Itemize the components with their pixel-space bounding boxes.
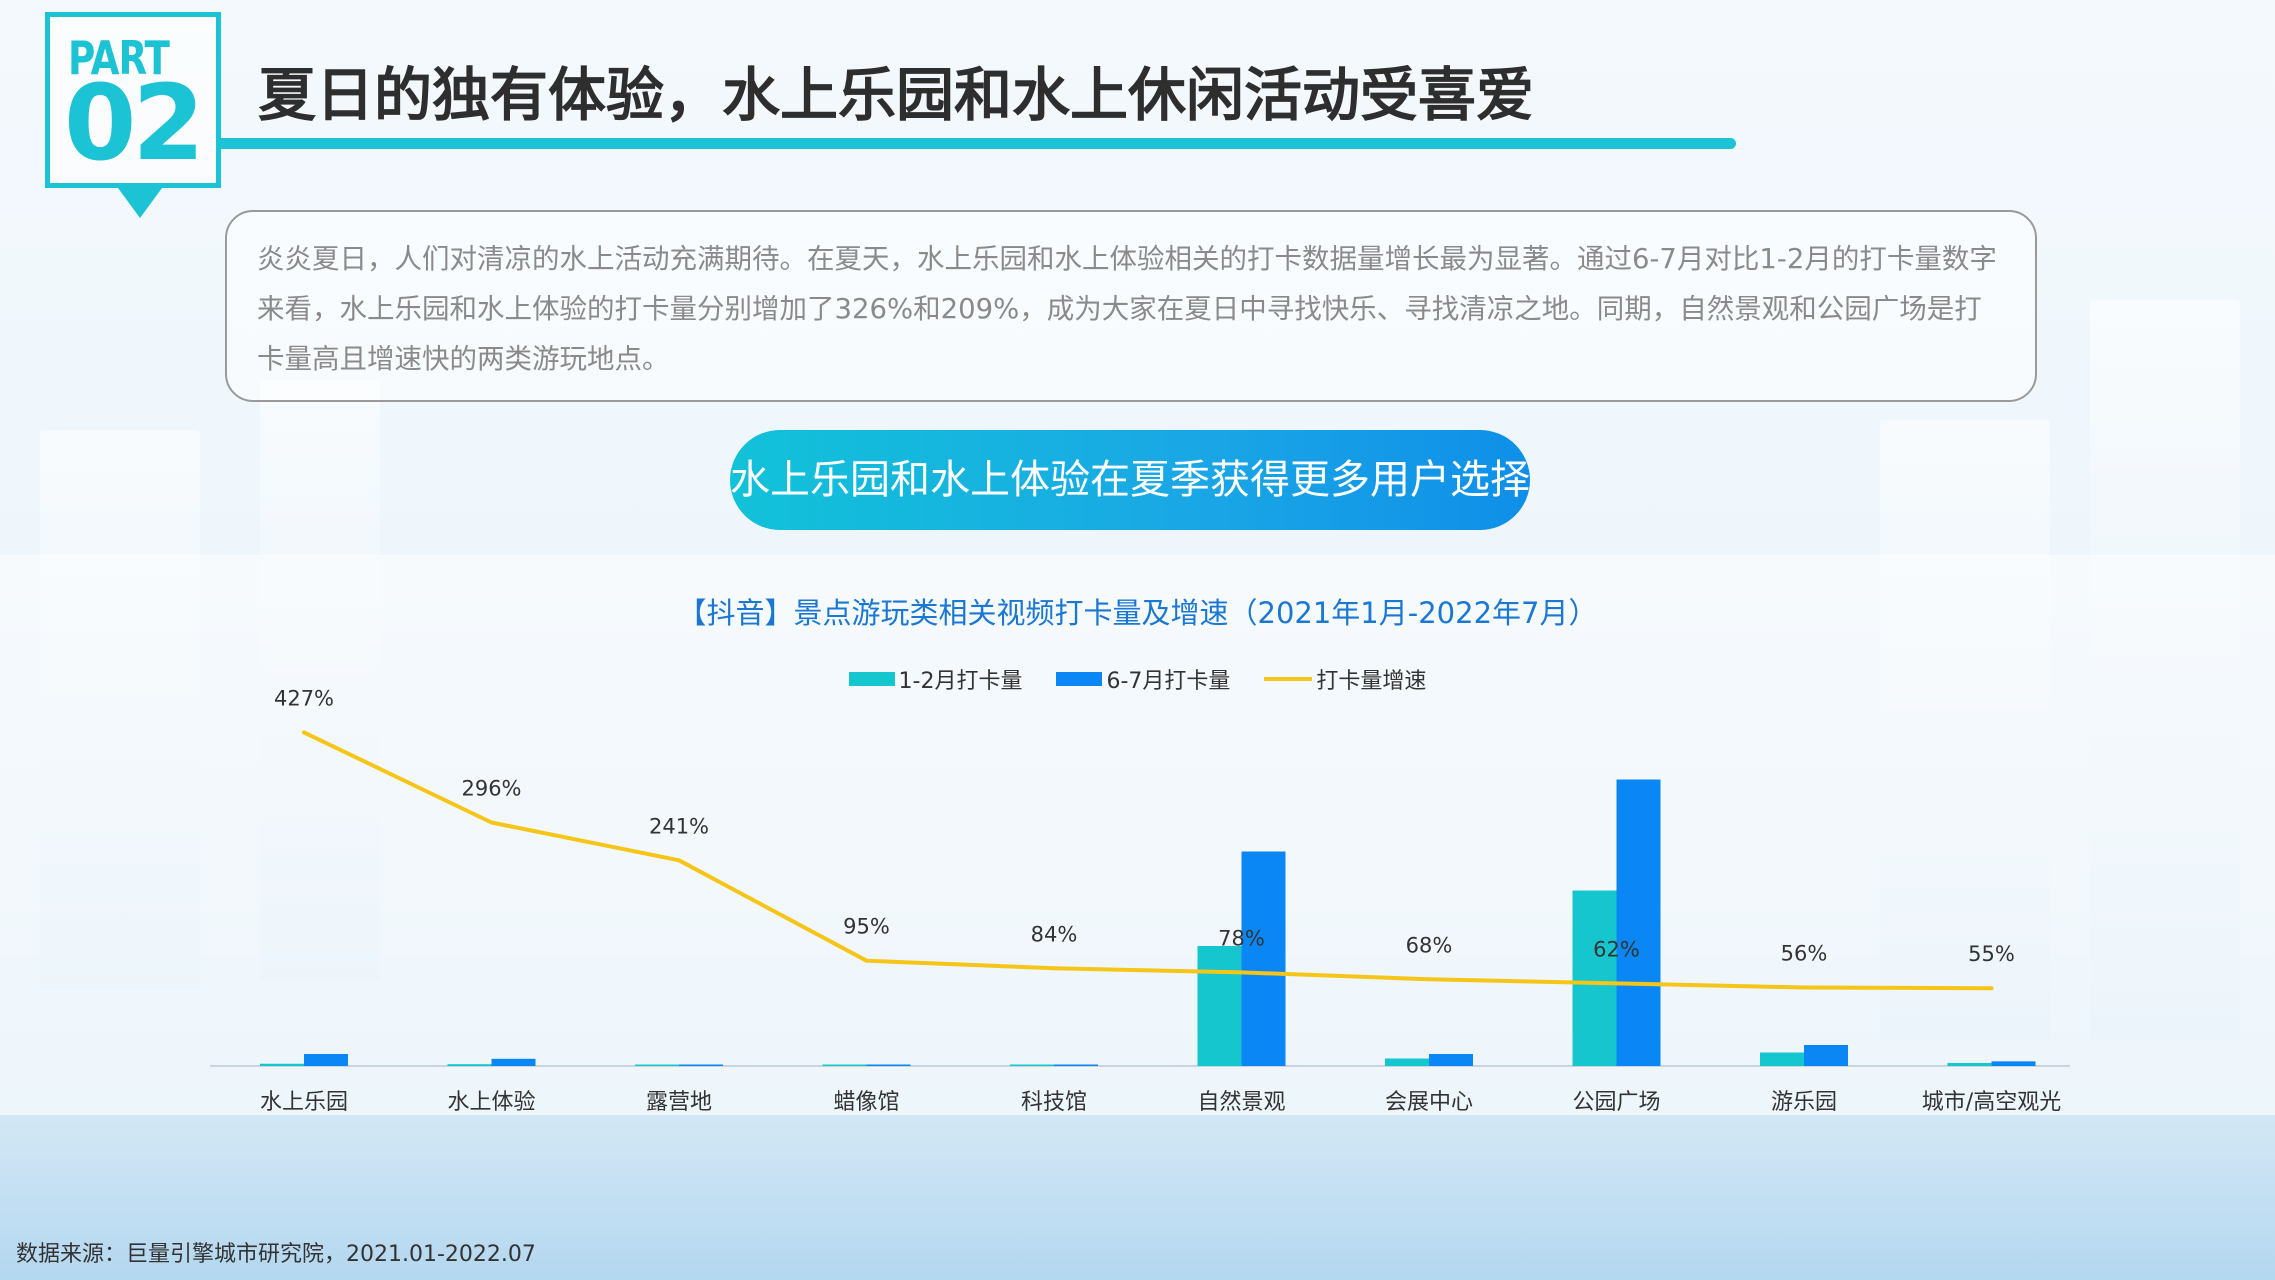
- page-title: 夏日的独有体验，水上乐园和水上休闲活动受喜爱: [258, 61, 1535, 129]
- growth-point: [1239, 970, 1244, 975]
- background-building: [2090, 300, 2240, 1040]
- legend-item-bar1: 1-2月打卡量: [848, 663, 1023, 695]
- part-badge: PART 02: [45, 12, 221, 188]
- legend-swatch-line: [1264, 677, 1313, 681]
- bar-series1: [1760, 1052, 1804, 1066]
- legend-label-bar1: 1-2月打卡量: [898, 669, 1023, 694]
- x-tick-label: 露营地: [646, 1090, 712, 1115]
- bar-series2: [679, 1064, 723, 1066]
- growth-point: [489, 820, 494, 825]
- growth-point: [302, 730, 306, 735]
- bar-series1: [635, 1064, 679, 1066]
- growth-data-label: 427%: [274, 686, 334, 710]
- legend-label-line: 打卡量增速: [1316, 669, 1427, 694]
- background-building: [1880, 420, 2050, 1040]
- badge-part-label: PART: [68, 31, 170, 85]
- growth-data-label: 78%: [1218, 926, 1265, 950]
- background-building: [260, 380, 380, 980]
- source-note: 数据来源：巨量引擎城市研究院，2021.01-2022.07: [16, 1242, 536, 1267]
- x-tick-label: 游乐园: [1771, 1090, 1837, 1115]
- bar-series2: [491, 1058, 536, 1066]
- growth-data-label: 95%: [843, 915, 890, 939]
- x-tick-label: 蜡像馆: [833, 1090, 899, 1115]
- bar-series1: [1947, 1063, 1992, 1066]
- background-building: [40, 430, 200, 990]
- bar-series1: [447, 1064, 492, 1066]
- bar-series1: [1197, 946, 1242, 1066]
- legend-item-line: 打卡量增速: [1264, 663, 1426, 695]
- x-tick-label: 科技馆: [1021, 1090, 1087, 1115]
- growth-point: [1427, 977, 1431, 982]
- bar-series2: [1054, 1064, 1098, 1066]
- x-tick-label: 水上乐园: [260, 1090, 348, 1115]
- growth-point: [864, 958, 869, 963]
- growth-data-label: 56%: [1781, 942, 1828, 966]
- bar-series2: [1804, 1045, 1848, 1066]
- legend-label-bar2: 6-7月打卡量: [1106, 669, 1231, 694]
- bar-series1: [260, 1063, 304, 1066]
- bar-series2: [1616, 779, 1661, 1066]
- growth-point: [1989, 986, 1994, 991]
- growth-data-label: 62%: [1593, 937, 1640, 961]
- x-tick-label: 会展中心: [1385, 1090, 1473, 1115]
- bar-series2: [1429, 1054, 1473, 1066]
- bottom-decoration: [0, 1115, 2275, 1280]
- chart-title: 【抖音】景点游玩类相关视频打卡量及增速（2021年1月-2022年7月）: [677, 596, 1598, 630]
- growth-data-label: 296%: [461, 777, 521, 801]
- x-tick-label: 水上体验: [447, 1090, 535, 1115]
- bar-series2: [1991, 1061, 2036, 1066]
- badge-pointer-icon: [118, 188, 162, 218]
- x-tick-label: 城市/高空观光: [1922, 1090, 2061, 1115]
- bar-series1: [1572, 890, 1617, 1066]
- bar-series1: [822, 1064, 867, 1066]
- bar-series2: [866, 1064, 911, 1066]
- growth-point: [677, 858, 681, 863]
- x-tick-label: 公园广场: [1572, 1090, 1660, 1115]
- growth-data-label: 55%: [1968, 942, 2015, 966]
- growth-point: [1052, 966, 1056, 971]
- legend-swatch-bar1: [848, 672, 895, 686]
- description-text: 炎炎夏日，人们对清凉的水上活动充满期待。在夏天，水上乐园和水上体验相关的打卡数据…: [257, 243, 1997, 375]
- growth-line: [303, 730, 1992, 991]
- bar-series1: [1010, 1064, 1054, 1066]
- growth-point: [1802, 985, 1806, 990]
- growth-data-label: 68%: [1406, 933, 1453, 957]
- chart-legend: 1-2月打卡量 6-7月打卡量 打卡量增速: [0, 663, 2275, 695]
- growth-data-label: 241%: [649, 814, 709, 838]
- badge-number: 02: [64, 62, 205, 184]
- title-underline: [221, 138, 1736, 149]
- bar-series1: [1385, 1058, 1429, 1066]
- description-box: 炎炎夏日，人们对清凉的水上活动充满期待。在夏天，水上乐园和水上体验相关的打卡数据…: [225, 210, 2037, 402]
- legend-item-bar2: 6-7月打卡量: [1056, 663, 1230, 695]
- bar-series2: [1241, 851, 1286, 1066]
- highlight-pill: 水上乐园和水上体验在夏季获得更多用户选择: [730, 430, 1530, 530]
- bar-series2: [304, 1054, 348, 1066]
- legend-swatch-bar2: [1056, 672, 1103, 686]
- x-tick-label: 自然景观: [1197, 1090, 1285, 1115]
- chart-background: [0, 555, 2275, 1115]
- growth-data-label: 84%: [1031, 922, 1078, 946]
- growth-point: [1614, 981, 1619, 986]
